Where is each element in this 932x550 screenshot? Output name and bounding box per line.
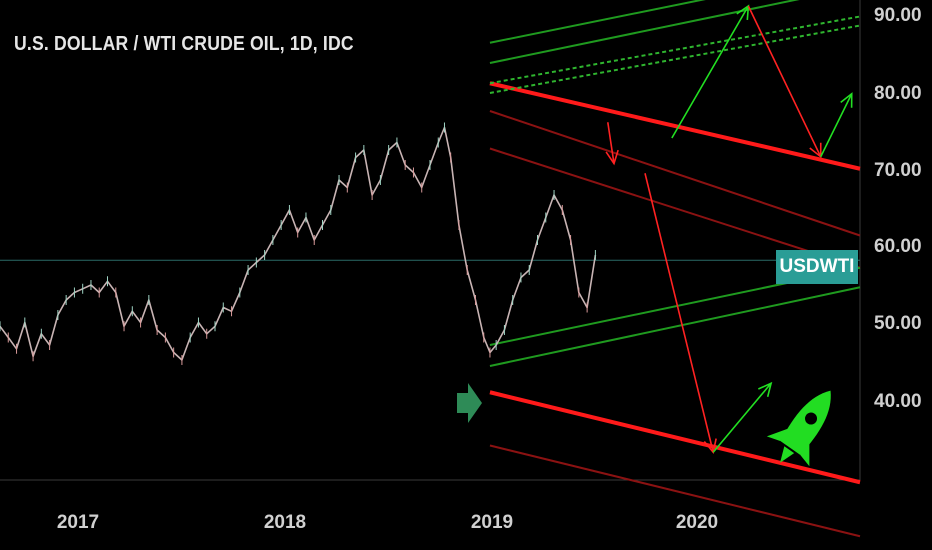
price-series-group — [0, 122, 597, 365]
projection-arrow-shaft — [606, 122, 615, 164]
channel-line-red-lower — [489, 390, 861, 485]
x-tick-label: 2020 — [675, 512, 719, 533]
channel-line-dark-red-3 — [489, 444, 861, 538]
channel-line-dark-red-1 — [489, 110, 861, 237]
projection-arrow-green — [820, 92, 853, 158]
y-tick-label: 90.00 — [874, 5, 922, 26]
channel-line-green-lower-2 — [489, 286, 861, 367]
projection-arrows — [605, 4, 853, 455]
projection-arrow-shaft — [820, 93, 853, 158]
x-tick-label: 2018 — [263, 512, 307, 533]
price-series-line — [0, 126, 597, 361]
projection-arrow-head — [840, 92, 853, 108]
x-tick-label: 2017 — [56, 512, 100, 533]
projection-arrow-head — [605, 149, 619, 166]
channel-lines — [0, 0, 861, 538]
marker-arrow-icon — [457, 383, 482, 423]
projection-arrow-red — [605, 122, 619, 166]
x-tick-label: 2019 — [470, 512, 514, 533]
symbol-price-badge: USDWTI — [776, 250, 858, 284]
y-tick-label: 60.00 — [874, 236, 922, 257]
channel-line-green-upper-2 — [489, 0, 800, 64]
rocket-icon — [766, 390, 831, 467]
channel-line-dark-red-2 — [489, 147, 861, 269]
channel-line-green-upper-1 — [489, 0, 706, 44]
projection-arrow-shaft — [671, 5, 750, 139]
projection-arrow-head — [758, 381, 773, 398]
channel-line-red-upper — [489, 81, 861, 171]
projection-arrow-shaft — [712, 382, 772, 453]
projection-arrow-shaft — [747, 5, 822, 158]
y-tick-label: 80.00 — [874, 83, 922, 104]
projection-arrow-green — [712, 381, 773, 453]
y-tick-label: 70.00 — [874, 160, 922, 181]
chart-title: U.S. DOLLAR / WTI CRUDE OIL, 1D, IDC — [14, 33, 354, 55]
projection-arrow-shaft — [644, 173, 714, 453]
y-tick-label: 40.00 — [874, 391, 922, 412]
y-tick-label: 50.00 — [874, 313, 922, 334]
